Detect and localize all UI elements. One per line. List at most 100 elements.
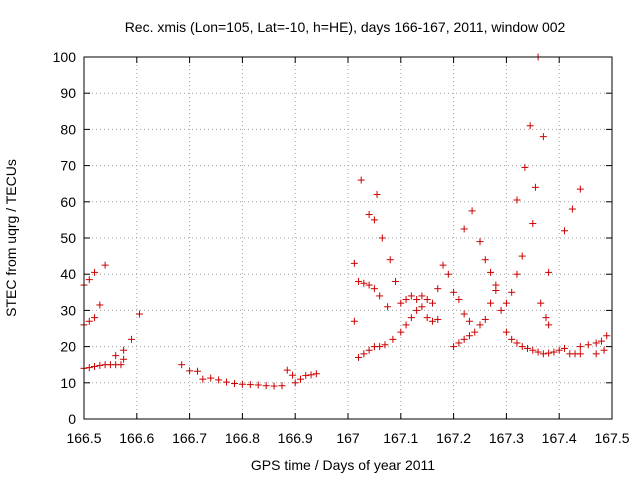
data-point [365, 346, 373, 354]
y-tick-label: 80 [60, 121, 76, 137]
data-point [360, 279, 368, 287]
data-point [96, 361, 104, 369]
chart-title: Rec. xmis (Lon=105, Lat=-10, h=HE), days… [125, 19, 566, 35]
data-point [560, 344, 568, 352]
y-tick-label: 40 [60, 266, 76, 282]
data-point [518, 343, 526, 351]
x-tick-label: 166.6 [119, 430, 154, 446]
data-point [407, 314, 415, 322]
data-point [270, 382, 278, 390]
data-point [539, 350, 547, 358]
data-point [378, 234, 386, 242]
y-tick-label: 90 [60, 85, 76, 101]
data-point [365, 281, 373, 289]
data-point [402, 321, 410, 329]
data-point [370, 216, 378, 224]
data-point [465, 317, 473, 325]
data-point [128, 335, 136, 343]
data-point [492, 286, 500, 294]
data-point [531, 183, 539, 191]
data-point [450, 288, 458, 296]
x-tick-label: 166.8 [225, 430, 260, 446]
data-point [560, 227, 568, 235]
data-point [518, 252, 526, 260]
x-tick-label: 167.5 [594, 430, 629, 446]
data-point [96, 301, 104, 309]
data-point [101, 261, 109, 269]
data-point [376, 343, 384, 351]
data-point [397, 328, 405, 336]
data-point [413, 296, 421, 304]
data-point [455, 296, 463, 304]
data-point [223, 378, 231, 386]
data-point [120, 355, 128, 363]
data-point [487, 268, 495, 276]
data-point [355, 353, 363, 361]
data-point [481, 256, 489, 264]
data-point [199, 375, 207, 383]
x-axis-label: GPS time / Days of year 2011 [251, 457, 435, 473]
data-point [120, 346, 128, 354]
data-point [389, 335, 397, 343]
data-point [418, 292, 426, 300]
y-tick-label: 20 [60, 339, 76, 355]
y-tick-label: 10 [60, 375, 76, 391]
data-point [526, 122, 534, 130]
data-point [302, 372, 310, 380]
data-point [355, 277, 363, 285]
data-point [291, 379, 299, 387]
data-point [513, 339, 521, 347]
data-point [278, 382, 286, 390]
data-point [460, 335, 468, 343]
data-point [576, 350, 584, 358]
x-tick-label: 167.4 [542, 430, 577, 446]
data-point [524, 344, 532, 352]
data-point [502, 328, 510, 336]
x-tick-label: 167 [336, 430, 360, 446]
data-point [423, 314, 431, 322]
x-tick-label: 167.1 [383, 430, 418, 446]
y-tick-label: 60 [60, 194, 76, 210]
data-point [513, 270, 521, 278]
data-point [476, 238, 484, 246]
plot-frame [83, 56, 613, 420]
data-point [597, 337, 605, 345]
data-point [513, 196, 521, 204]
data-point [603, 332, 611, 340]
data-point [465, 332, 473, 340]
data-point [550, 348, 558, 356]
data-point [537, 299, 545, 307]
data-point [576, 185, 584, 193]
data-point [386, 256, 394, 264]
y-axis-label: STEC from uqrg / TECUs [3, 159, 19, 317]
data-point [450, 343, 458, 351]
data-point [434, 285, 442, 293]
data-point [312, 370, 320, 378]
data-point [545, 321, 553, 329]
data-point [91, 363, 99, 371]
data-point [413, 306, 421, 314]
data-point [289, 371, 297, 379]
data-point [85, 276, 93, 284]
data-point [117, 361, 125, 369]
data-point [521, 163, 529, 171]
data-point [423, 296, 431, 304]
data-point [508, 288, 516, 296]
data-point [350, 259, 358, 267]
data-point [283, 366, 291, 374]
x-tick-label: 167.2 [436, 430, 471, 446]
data-point [471, 328, 479, 336]
data-point [497, 306, 505, 314]
data-point [246, 381, 254, 389]
data-point [402, 296, 410, 304]
data-point [85, 364, 93, 372]
data-point [444, 270, 452, 278]
grid [84, 57, 612, 419]
data-point [439, 261, 447, 269]
data-point [85, 317, 93, 325]
data-point [481, 315, 489, 323]
data-point [370, 285, 378, 293]
data-point [576, 343, 584, 351]
data-point [428, 299, 436, 307]
data-point [545, 268, 553, 276]
